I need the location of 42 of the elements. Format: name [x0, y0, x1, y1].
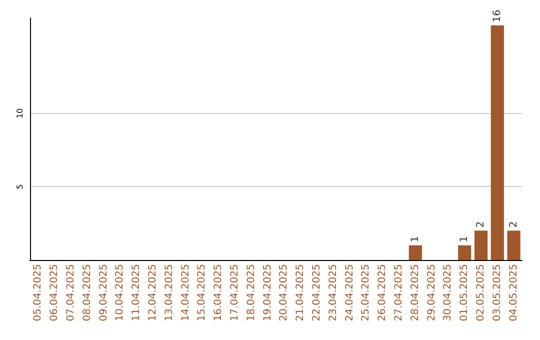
x-tick-label: 18.04.2025	[246, 264, 257, 322]
x-tick-label: 21.04.2025	[295, 264, 306, 322]
x-tick-label: 01.05.2025	[459, 264, 470, 322]
x-tick-label: 16.04.2025	[213, 264, 224, 322]
bar	[408, 245, 422, 260]
bar	[474, 230, 488, 260]
x-tick-label: 11.04.2025	[131, 264, 142, 322]
x-tick-label: 12.04.2025	[148, 264, 158, 322]
x-tick-label: 07.04.2025	[66, 264, 76, 322]
x-tick-label: 04.05.2025	[508, 264, 520, 322]
x-tick-label: 30.04.2025	[442, 264, 454, 322]
x-tick-label: 14.04.2025	[180, 264, 192, 322]
data-label: 2	[508, 221, 520, 228]
x-tick-label: 24.04.2025	[344, 264, 356, 322]
x-tick-label: 02.05.2025	[476, 264, 486, 322]
x-tick-label: 29.04.2025	[426, 264, 438, 322]
data-label: 1	[410, 236, 421, 242]
x-tick-label: 03.05.2025	[492, 264, 503, 322]
x-tick-label: 28.04.2025	[410, 264, 421, 322]
x-tick-label: 23.04.2025	[328, 264, 339, 322]
x-tick-label: 27.04.2025	[394, 264, 404, 322]
bar	[458, 245, 472, 260]
x-tick-label: 20.04.2025	[278, 264, 290, 322]
x-tick-label: 26.04.2025	[377, 264, 388, 322]
x-tick-label: 25.04.2025	[360, 264, 372, 322]
data-label: 16	[492, 10, 503, 22]
x-tick-label: 09.04.2025	[98, 264, 110, 322]
x-tick-label: 22.04.2025	[312, 264, 322, 322]
y-tick-label: 10	[16, 108, 24, 118]
x-tick-label: 17.04.2025	[230, 264, 240, 322]
x-tick-label: 10.04.2025	[114, 264, 126, 322]
x-tick-label: 15.04.2025	[196, 264, 208, 322]
x-tick-label: 19.04.2025	[262, 264, 274, 322]
x-tick-label: 13.04.2025	[164, 264, 175, 322]
x-tick-label: 08.04.2025	[82, 264, 93, 322]
y-tick-label: 5	[16, 184, 24, 190]
data-label: 2	[476, 221, 486, 228]
x-tick-label: 05.04.2025	[32, 264, 44, 322]
bar	[490, 25, 504, 260]
data-label: 1	[459, 236, 470, 242]
bar	[507, 230, 520, 260]
x-tick-label: 06.04.2025	[49, 264, 60, 322]
